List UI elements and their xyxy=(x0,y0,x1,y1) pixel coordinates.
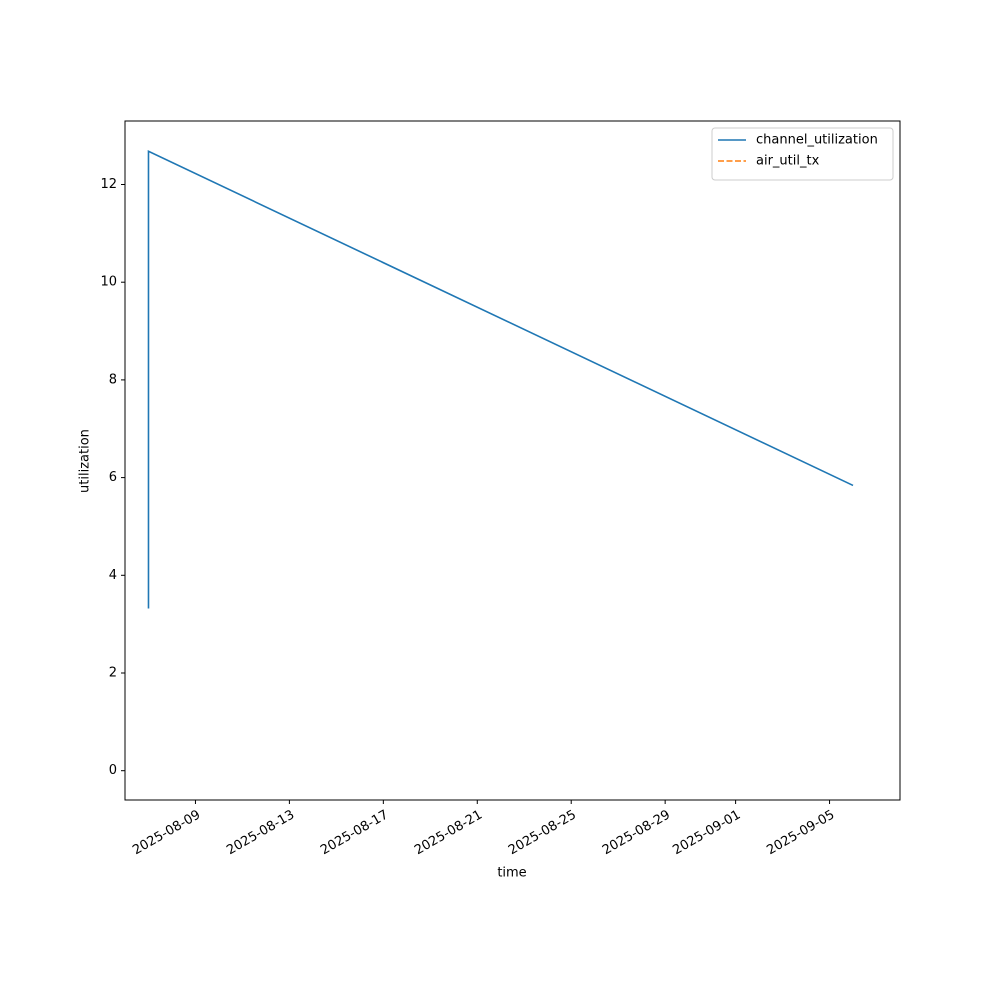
line-series xyxy=(147,150,854,609)
y-tick-label: 4 xyxy=(109,568,117,583)
y-tick-label: 8 xyxy=(109,372,117,387)
x-tick-label: 2025-08-29 xyxy=(600,808,673,859)
y-tick-label: 0 xyxy=(109,763,117,778)
y-tick-label: 10 xyxy=(100,275,117,290)
x-tick-label: 2025-08-09 xyxy=(130,808,203,859)
y-axis-label: utilization xyxy=(78,429,93,493)
x-tick-label: 2025-09-05 xyxy=(764,808,837,859)
legend-box xyxy=(711,127,894,181)
plot-frame xyxy=(124,120,901,801)
x-tick-label: 2025-08-21 xyxy=(412,808,485,859)
y-tick-label: 2 xyxy=(109,665,117,680)
x-tick-label: 2025-09-01 xyxy=(670,808,743,859)
x-tick-label: 2025-08-13 xyxy=(224,808,297,859)
x-tick-label: 2025-08-25 xyxy=(506,808,579,859)
legend-label: channel_utilization xyxy=(756,133,878,148)
x-axis-label: time xyxy=(497,866,526,881)
legend-label: air_util_tx xyxy=(756,154,820,169)
x-tick-label: 2025-08-17 xyxy=(318,808,391,859)
y-tick-label: 12 xyxy=(100,177,117,192)
y-tick-label: 6 xyxy=(109,470,117,485)
